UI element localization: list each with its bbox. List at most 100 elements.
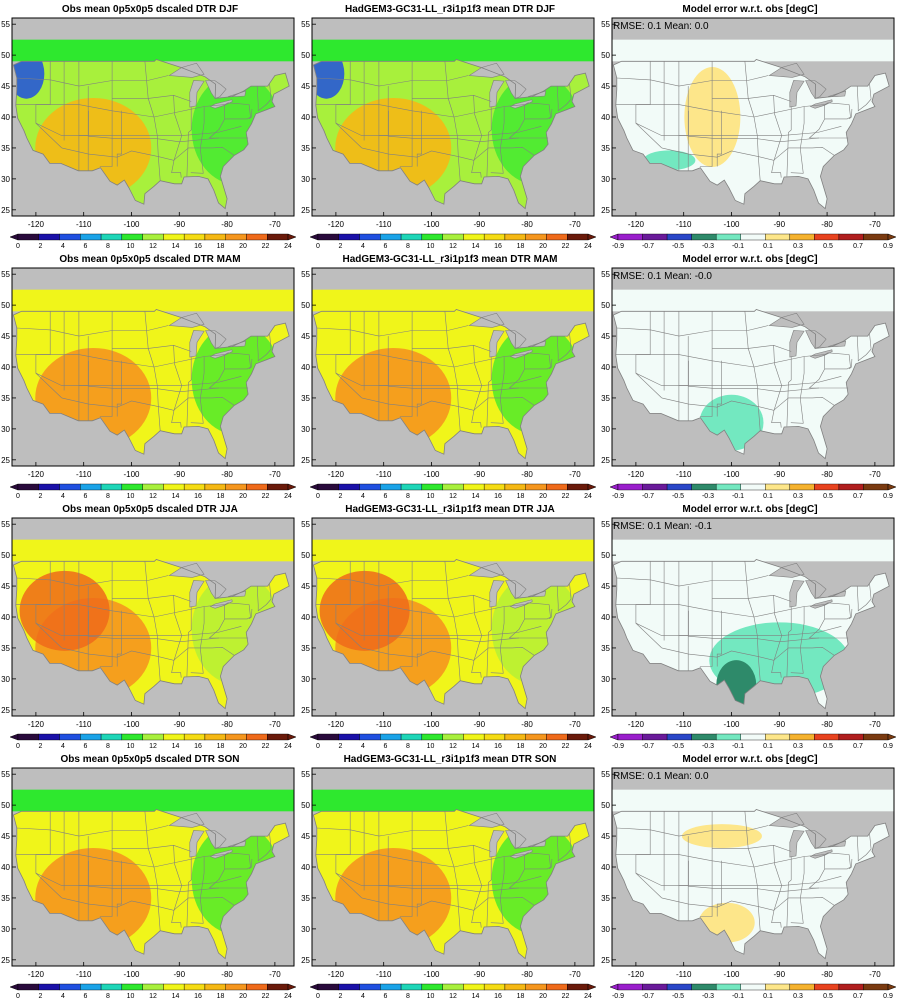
colorbar-label: 2 xyxy=(39,243,43,250)
colorbar-label: 4 xyxy=(361,743,365,750)
lon-tick-label: -110 xyxy=(76,470,92,479)
colorbar-label: 18 xyxy=(517,243,525,250)
colorbar-label: -0.3 xyxy=(702,993,714,1000)
colorbar-swatch xyxy=(225,233,247,241)
country-outline xyxy=(12,309,290,460)
state-border xyxy=(35,122,242,136)
lon-tick-label: -110 xyxy=(376,470,392,479)
state-border xyxy=(712,594,792,602)
state-border xyxy=(661,646,835,661)
colorbar-swatch xyxy=(442,483,464,491)
state-border xyxy=(471,595,483,678)
lon-tick-label: -100 xyxy=(423,470,440,479)
colorbar-swatch xyxy=(740,483,766,491)
colorbar-swatch xyxy=(100,983,123,991)
colorbar-label: 6 xyxy=(84,743,88,750)
colorbar-label: 0 xyxy=(316,243,320,250)
state-border xyxy=(635,622,842,636)
state-border xyxy=(556,84,572,112)
lon-tick-label: -80 xyxy=(821,470,833,479)
colorbar-swatch xyxy=(100,483,123,491)
state-border xyxy=(548,108,553,120)
northern-land xyxy=(12,289,294,312)
state-border xyxy=(35,372,242,386)
colorbar-min-arrow xyxy=(609,233,619,241)
state-border xyxy=(144,561,161,681)
lat-tick-label: 45 xyxy=(601,82,610,91)
state-border xyxy=(224,852,251,870)
state-border xyxy=(688,135,820,143)
colorbar-swatch xyxy=(204,983,226,991)
state-border xyxy=(186,856,192,927)
state-border xyxy=(112,844,192,852)
colorbar-label: -0.1 xyxy=(732,993,744,1000)
colorbar-swatch xyxy=(204,233,226,241)
state-border xyxy=(190,606,205,674)
northern-land xyxy=(612,539,894,562)
lat-tick-label: 35 xyxy=(601,394,610,403)
colorbar-swatch xyxy=(814,733,840,741)
lat-tick-label: 30 xyxy=(601,425,610,434)
state-border xyxy=(508,104,549,139)
colorbar-swatch xyxy=(142,483,164,491)
state-border xyxy=(399,61,413,167)
colorbar-swatch xyxy=(80,983,102,991)
colorbar-label: 8 xyxy=(406,743,410,750)
lon-tick-label: -90 xyxy=(474,470,486,479)
colorbar-label: 0.1 xyxy=(763,743,773,750)
colorbar-swatch xyxy=(546,483,568,491)
map-svg: 25 30 35 40 45 50 55 -120 -110 -100 -90 -80 -70 RMSE:… xyxy=(601,767,897,1000)
lon-tick-label: -70 xyxy=(269,220,281,229)
lat-tick-label: 55 xyxy=(601,520,610,529)
lake xyxy=(489,830,505,858)
lon-tick-label: -120 xyxy=(628,970,645,979)
lat-tick-label: 45 xyxy=(1,332,10,341)
state-border xyxy=(78,860,89,886)
colorbar-max-arrow xyxy=(587,733,597,741)
colorbar-swatch xyxy=(740,983,766,991)
colorbar-label: 18 xyxy=(517,743,525,750)
colorbar-max-arrow xyxy=(887,983,897,991)
state-border xyxy=(786,106,792,177)
state-border xyxy=(190,356,205,424)
state-border xyxy=(171,595,183,678)
lake xyxy=(509,349,533,359)
state-border xyxy=(112,344,192,352)
colorbar-label: 18 xyxy=(217,743,225,750)
colorbar-swatch xyxy=(463,733,485,741)
colorbar-swatch xyxy=(421,233,443,241)
lat-tick-label: 30 xyxy=(601,925,610,934)
lake xyxy=(509,99,533,109)
lat-tick-label: 35 xyxy=(301,394,310,403)
lat-tick-label: 30 xyxy=(1,675,10,684)
colorbar-swatch xyxy=(525,483,547,491)
colorbar-min-arrow xyxy=(9,983,19,991)
lat-tick-label: 45 xyxy=(301,832,310,841)
colorbar-label: 16 xyxy=(194,493,202,500)
colorbar-label: 0 xyxy=(316,743,320,750)
colorbar-swatch xyxy=(442,983,464,991)
colorbar-swatch xyxy=(38,733,60,741)
lake xyxy=(489,80,505,108)
state-border xyxy=(416,610,422,667)
state-border xyxy=(99,561,113,667)
colorbar-label: 14 xyxy=(472,493,480,500)
map-panel-abs-djf: HadGEM3-GC31-LL_r3i1p1f3 mean DTR DJF 25 3… xyxy=(300,0,600,250)
lake xyxy=(205,80,227,99)
colorbar-swatch xyxy=(59,983,81,991)
lon-tick-label: -120 xyxy=(328,970,345,979)
colorbar-min-arrow xyxy=(309,483,319,491)
state-border xyxy=(444,561,461,681)
lon-tick-label: -100 xyxy=(123,470,140,479)
state-border xyxy=(388,885,520,893)
lon-tick-label: -70 xyxy=(269,970,281,979)
state-border xyxy=(116,360,122,417)
state-border xyxy=(416,360,422,417)
colorbar-max-arrow xyxy=(587,233,597,241)
state-border xyxy=(388,635,520,643)
state-border xyxy=(412,844,492,852)
lon-tick-label: -100 xyxy=(423,970,440,979)
colorbar-label: 0.5 xyxy=(823,743,833,750)
colorbar-max-arrow xyxy=(287,233,297,241)
state-border xyxy=(315,604,525,618)
